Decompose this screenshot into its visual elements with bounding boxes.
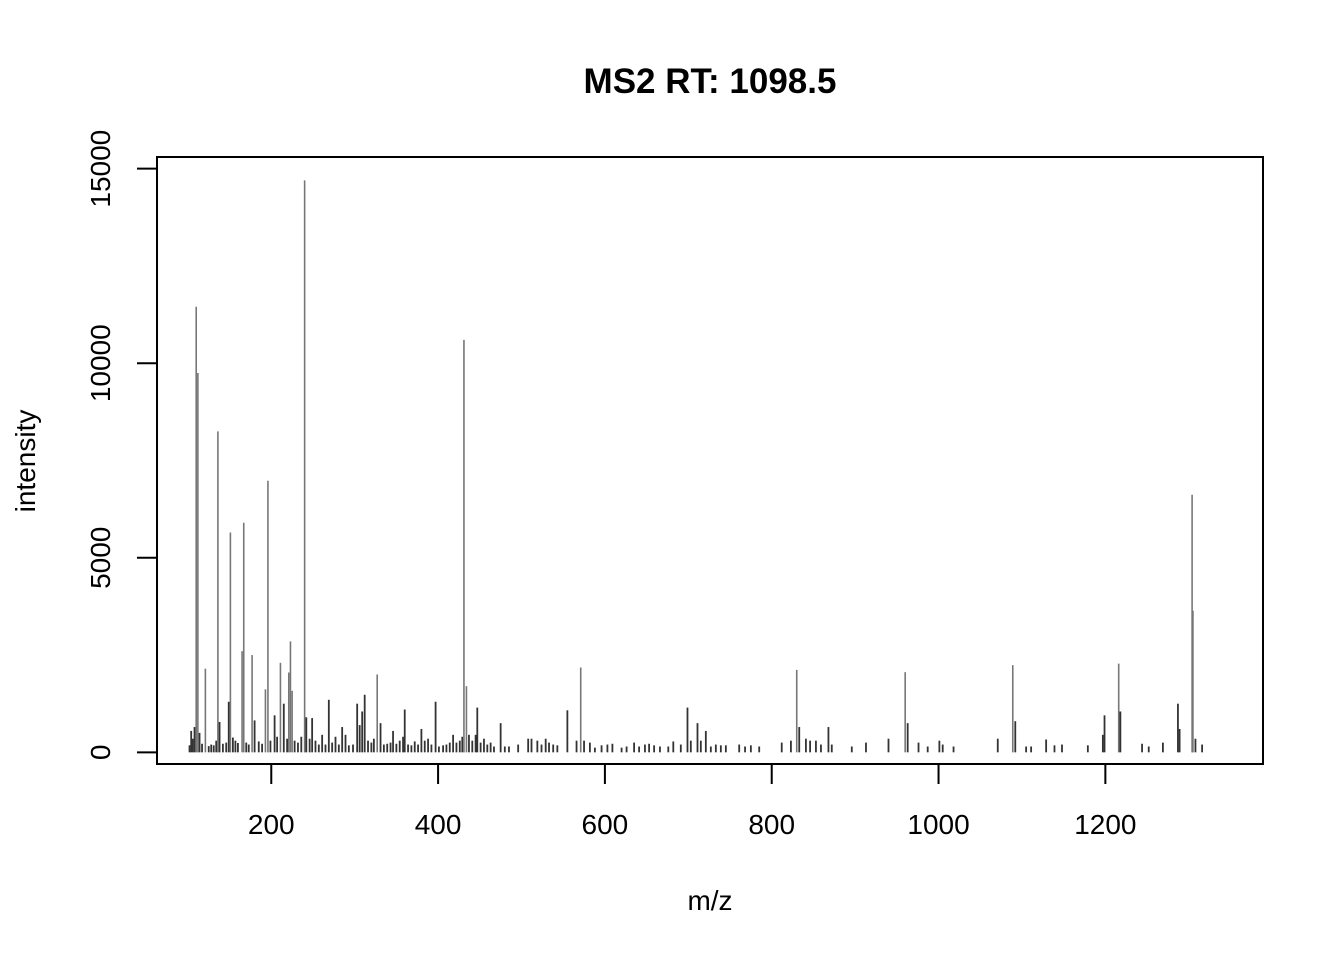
peaks-group	[188, 180, 1204, 753]
x-tick-label-1200: 1200	[1074, 809, 1136, 840]
plot-frame	[156, 156, 1264, 765]
x-axis-label: m/z	[687, 885, 732, 916]
x-tick-label-600: 600	[582, 809, 629, 840]
chart-title: MS2 RT: 1098.5	[584, 62, 837, 101]
y-axis-label: intensity	[10, 410, 41, 513]
x-tick-label-200: 200	[248, 809, 295, 840]
axes-group: 200 400 600 800 1000 1200 0 5000 10000 15000	[85, 130, 1137, 840]
x-tick-label-800: 800	[748, 809, 795, 840]
y-tick-label-15000: 15000	[85, 130, 116, 208]
x-tick-label-400: 400	[415, 809, 462, 840]
y-tick-label-0: 0	[85, 745, 116, 761]
y-tick-label-5000: 5000	[85, 527, 116, 589]
x-tick-label-1000: 1000	[907, 809, 969, 840]
y-tick-label-10000: 10000	[85, 324, 116, 402]
